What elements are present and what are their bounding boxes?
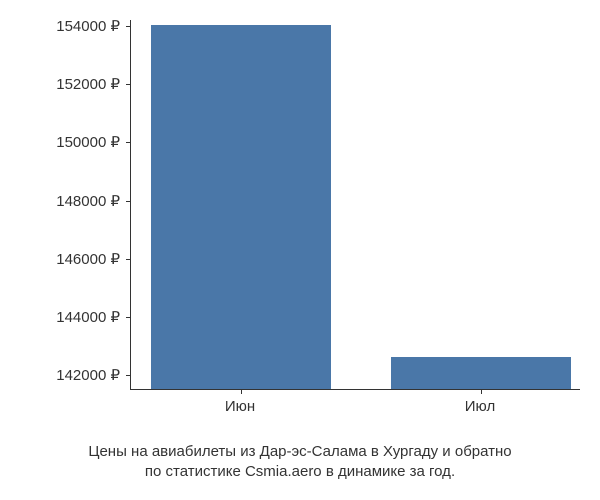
x-tick-mark (241, 389, 242, 394)
y-tick-mark (126, 375, 131, 376)
caption-line-1: Цены на авиабилеты из Дар-эс-Салама в Ху… (88, 443, 511, 460)
x-tick-mark (481, 389, 482, 394)
y-tick-label: 154000 ₽ (56, 17, 120, 35)
y-tick-mark (126, 142, 131, 143)
x-tick-label: Июл (465, 398, 495, 415)
y-tick-label: 142000 ₽ (56, 366, 120, 384)
y-tick-mark (126, 201, 131, 202)
caption-line-2: по статистике Csmia.aero в динамике за г… (145, 463, 455, 480)
y-tick-label: 144000 ₽ (56, 308, 120, 326)
chart-caption: Цены на авиабилеты из Дар-эс-Салама в Ху… (0, 442, 600, 483)
y-tick-label: 150000 ₽ (56, 133, 120, 151)
y-tick-mark (126, 84, 131, 85)
x-tick-label: Июн (225, 398, 255, 415)
y-tick-mark (126, 317, 131, 318)
plot-area (130, 20, 580, 390)
chart-bar (151, 25, 331, 389)
y-tick-label: 152000 ₽ (56, 75, 120, 93)
y-tick-mark (126, 26, 131, 27)
chart-bar (391, 357, 571, 389)
y-tick-label: 148000 ₽ (56, 192, 120, 210)
y-tick-mark (126, 259, 131, 260)
chart-container: 142000 ₽ 144000 ₽ 146000 ₽ 148000 ₽ 150000 ₽… (20, 20, 580, 420)
y-tick-label: 146000 ₽ (56, 250, 120, 268)
